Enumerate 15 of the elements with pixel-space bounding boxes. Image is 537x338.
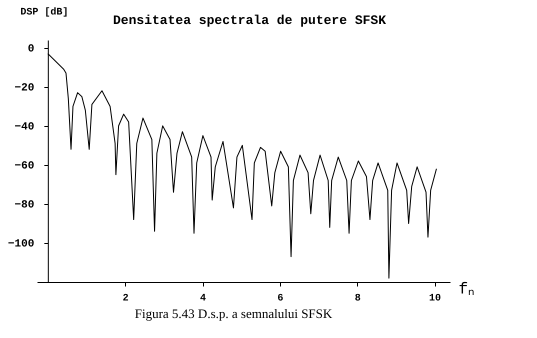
y-tick-label: 0 <box>28 43 34 56</box>
x-tick-label: 2 <box>122 294 129 304</box>
y-tick-label: −40 <box>14 121 34 134</box>
y-tick-label: −20 <box>14 82 34 94</box>
x-tick-label: 8 <box>354 294 361 304</box>
x-tick-label: 6 <box>277 294 284 304</box>
x-axis-title: fₙ <box>458 280 474 298</box>
y-tick-label: −80 <box>14 199 34 212</box>
y-tick-label: −100 <box>8 238 34 250</box>
y-axis-title: DSP [dB] <box>20 6 68 18</box>
x-tick-label: 10 <box>429 294 442 304</box>
text: Figura 5.43 D.s.p. a semnalului SFSK <box>134 306 333 321</box>
x-tick-label: 4 <box>200 294 206 304</box>
chart-title: Densitatea spectrala de putere SFSK <box>112 13 386 28</box>
y-tick-label: −60 <box>14 160 34 172</box>
